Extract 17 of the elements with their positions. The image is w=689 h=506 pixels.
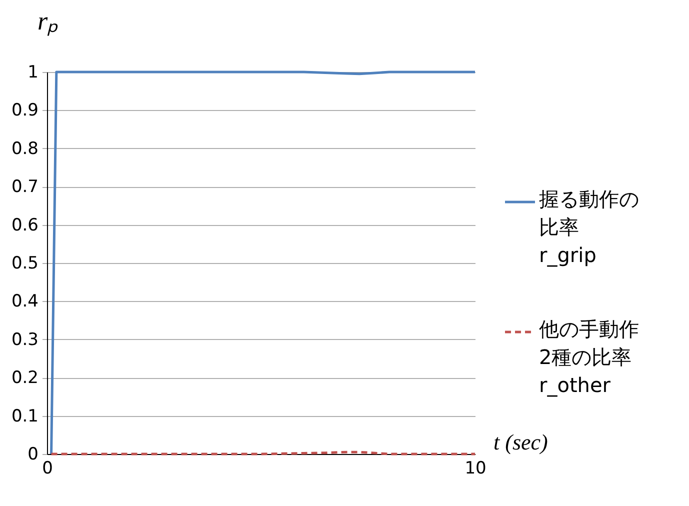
x-tick-label: 10 — [464, 458, 486, 478]
y-tick-label: 0.6 — [11, 215, 38, 236]
y-tick-label: 0.3 — [11, 330, 38, 350]
legend-label: 握る動作の比率 r_grip — [539, 187, 639, 267]
y-tick-label: 0.7 — [11, 177, 38, 198]
y-tick-label: 0.8 — [11, 138, 38, 159]
y-tick-label: 0 — [28, 444, 38, 464]
y-axis-title: rₚ — [37, 6, 59, 36]
line-series — [50, 70, 476, 456]
y-tick-label: 0.1 — [11, 406, 38, 426]
y-tick-label: 0.2 — [11, 368, 38, 388]
x-axis-title: t (sec) — [494, 430, 548, 454]
legend-label: 他の手動作2種の比率 r_other — [539, 317, 639, 397]
y-tick-label: 0.9 — [11, 100, 38, 121]
y-tick-label: 0.4 — [11, 292, 38, 312]
y-tick-label: 1 — [28, 62, 38, 82]
y-tick-label: 0.5 — [11, 254, 38, 274]
